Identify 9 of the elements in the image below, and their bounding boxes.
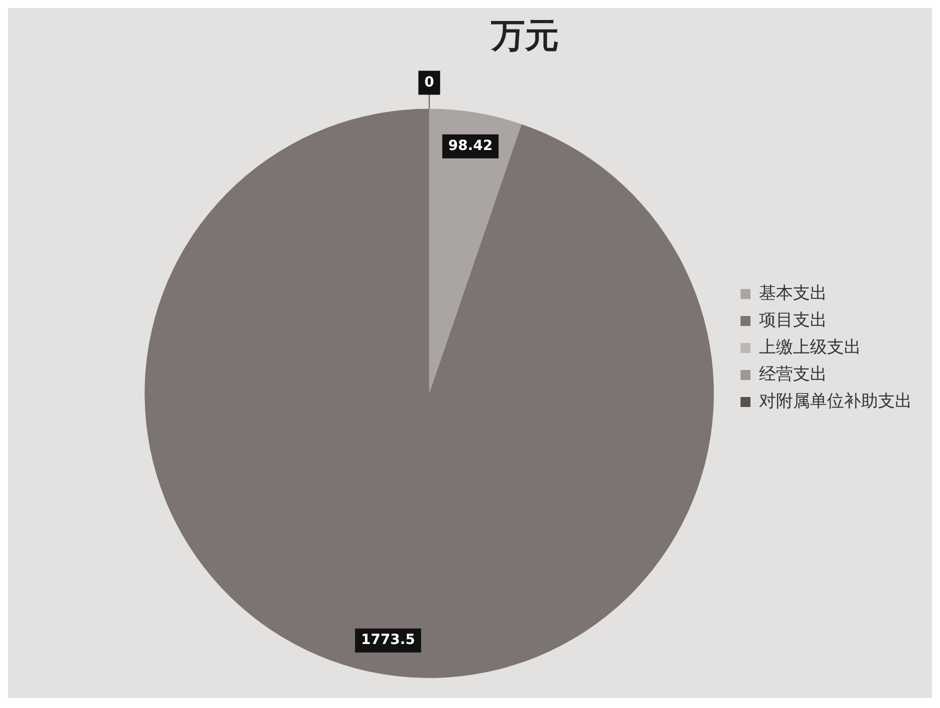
legend-label: 经营支出 [759,364,827,384]
data-label: 1773.5 [361,632,416,648]
chart-title: 万元 [490,16,559,56]
legend-label: 基本支出 [759,283,827,304]
legend-label: 上缴上级支出 [759,337,861,358]
data-label: 98.42 [448,138,493,154]
legend-label: 项目支出 [759,310,827,330]
legend-label: 对附属单位补助支出 [759,391,912,412]
text: 0 [424,74,434,90]
